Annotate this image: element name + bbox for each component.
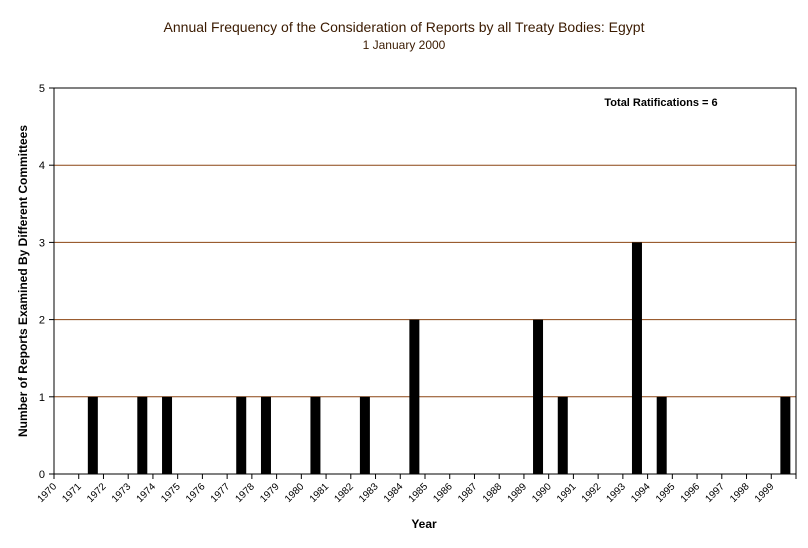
x-tick-label: 1981 — [308, 481, 332, 505]
x-tick-label: 1971 — [60, 481, 84, 505]
y-tick-label: 4 — [39, 160, 45, 172]
x-tick-label: 1978 — [233, 481, 257, 505]
bar-1994 — [656, 396, 667, 474]
x-tick-label: 1984 — [382, 481, 406, 505]
x-tick-label: 1997 — [703, 481, 727, 505]
axis-layer — [49, 87, 797, 479]
bar-1989 — [533, 319, 544, 474]
bar-1977 — [236, 396, 247, 474]
x-tick-label: 1970 — [36, 481, 60, 505]
x-tick-label: 1999 — [753, 481, 777, 505]
x-tick-label: 1980 — [283, 481, 307, 505]
x-tick-label: 1994 — [629, 481, 653, 505]
y-tick-label: 5 — [39, 83, 45, 95]
x-tick-label: 1975 — [159, 481, 183, 505]
bar-1978 — [260, 396, 271, 474]
chart-title: Annual Frequency of the Consideration of… — [163, 19, 645, 35]
bar-1973 — [137, 396, 148, 474]
total-ratifications-annotation: Total Ratifications = 6 — [604, 97, 717, 109]
x-tick-label: 1986 — [431, 481, 455, 505]
x-tick-label: 1987 — [456, 481, 480, 505]
bar-1990 — [557, 396, 568, 474]
y-axis-label: Number of Reports Examined By Different … — [16, 125, 30, 437]
x-tick-label: 1985 — [407, 481, 431, 505]
x-tick-label: 1998 — [728, 481, 752, 505]
bars-layer — [87, 242, 791, 474]
x-tick-label: 1995 — [654, 481, 678, 505]
x-tick-label: 1993 — [604, 481, 628, 505]
bar-1993 — [631, 242, 642, 474]
x-tick-label: 1972 — [85, 481, 109, 505]
y-tick-label: 1 — [39, 392, 45, 404]
x-tick-label: 1983 — [357, 481, 381, 505]
x-axis-label: Year — [411, 517, 437, 531]
bar-1982 — [359, 396, 370, 474]
bar-1980 — [310, 396, 321, 474]
grid-layer — [54, 164, 796, 398]
bar-1984 — [409, 319, 420, 474]
x-tick-label: 1996 — [679, 481, 703, 505]
x-tick-label: 1988 — [481, 481, 505, 505]
y-tick-label: 3 — [39, 237, 45, 249]
x-tick-label: 1974 — [135, 481, 159, 505]
x-tick-label: 1976 — [184, 481, 208, 505]
x-tick-label: 1982 — [332, 481, 356, 505]
x-tick-label: 1977 — [209, 481, 233, 505]
x-tick-label: 1992 — [580, 481, 604, 505]
x-tick-label: 1989 — [506, 481, 530, 505]
bar-1974 — [162, 396, 173, 474]
bar-1999 — [780, 396, 791, 474]
chart-subtitle: 1 January 2000 — [362, 38, 446, 52]
x-tick-label: 1991 — [555, 481, 579, 505]
x-tick-label: 1973 — [110, 481, 134, 505]
y-tick-label: 0 — [39, 469, 45, 481]
y-tick-label: 2 — [39, 315, 45, 327]
x-tick-label: 1990 — [530, 481, 554, 505]
bar-1971 — [87, 396, 98, 474]
x-tick-label: 1979 — [258, 481, 282, 505]
